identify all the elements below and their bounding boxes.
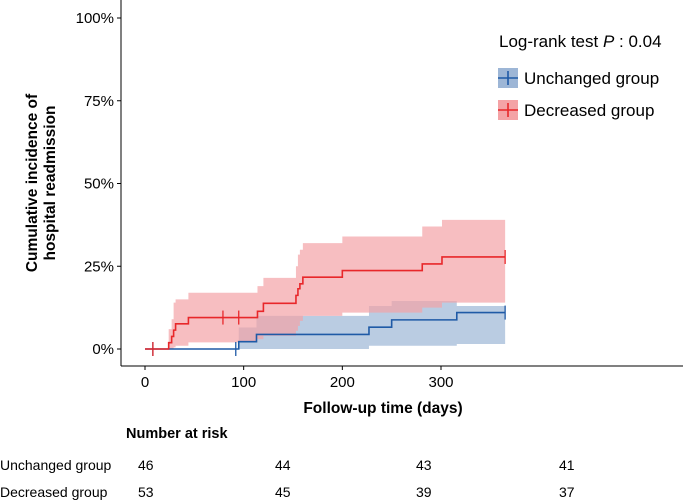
y-tick-label: 50%	[84, 176, 114, 193]
risk-value: 37	[559, 484, 575, 500]
x-axis-title: Follow-up time (days)	[303, 400, 462, 417]
risk-value: 43	[416, 457, 432, 473]
y-axis-title-line1: Cumulative incidence of	[24, 93, 41, 272]
risk-row-label-decreased: Decreased group	[0, 484, 108, 500]
y-tick-label: 75%	[84, 93, 114, 110]
x-tick-label: 100	[231, 374, 256, 391]
risk-value: 53	[138, 484, 154, 500]
risk-value: 45	[275, 484, 291, 500]
y-tick-label: 100%	[76, 10, 114, 27]
annotation-suffix: : 0.04	[614, 32, 661, 51]
risk-value: 46	[138, 457, 154, 473]
y-axis-title-line2: hospital readmission	[42, 105, 59, 260]
y-tick-label: 25%	[84, 258, 114, 275]
ci-band-unchanged	[145, 301, 506, 349]
series-lines	[145, 256, 506, 350]
x-tick-label: 200	[330, 374, 355, 391]
chart: 0% 25% 50% 75% 100% 0 100 200 300 Follow-up tim…	[24, 0, 683, 417]
legend-label-decreased: Decreased group	[524, 101, 654, 120]
x-tick-label: 300	[428, 374, 453, 391]
risk-value: 41	[559, 457, 575, 473]
risk-value: 39	[416, 484, 432, 500]
x-ticks: 0 100 200 300	[141, 366, 454, 391]
censor-marks	[152, 249, 506, 356]
annotation-prefix: Log-rank test	[499, 32, 603, 51]
ci-band-decreased	[145, 219, 506, 349]
y-tick-label: 0%	[92, 341, 114, 358]
risk-value: 44	[275, 457, 291, 473]
series-line-decreased	[145, 256, 506, 350]
x-tick-label: 0	[141, 374, 149, 391]
risk-table-title: Number at risk	[126, 426, 228, 442]
y-ticks: 0% 25% 50% 75% 100%	[76, 10, 121, 358]
legend-label-unchanged: Unchanged group	[524, 69, 659, 88]
annotation-p: P	[603, 32, 615, 51]
series-line-unchanged	[145, 311, 506, 350]
confidence-bands	[145, 219, 506, 349]
legend: Unchanged group Decreased group	[498, 68, 659, 120]
risk-row-label-unchanged: Unchanged group	[0, 457, 112, 473]
logrank-annotation: Log-rank test P : 0.04	[499, 32, 662, 51]
